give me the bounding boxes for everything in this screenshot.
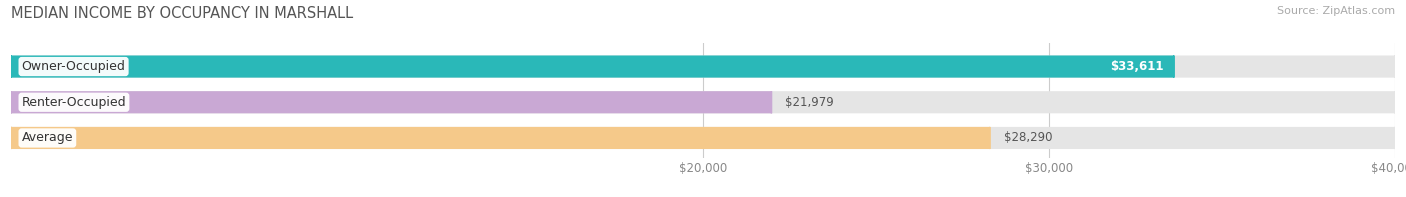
FancyBboxPatch shape: [11, 127, 990, 149]
FancyBboxPatch shape: [11, 56, 1174, 78]
Text: Renter-Occupied: Renter-Occupied: [21, 96, 127, 109]
Text: Average: Average: [21, 131, 73, 144]
Text: Owner-Occupied: Owner-Occupied: [21, 60, 125, 73]
FancyBboxPatch shape: [11, 56, 1395, 78]
FancyBboxPatch shape: [11, 91, 1395, 113]
Text: $33,611: $33,611: [1109, 60, 1163, 73]
Text: MEDIAN INCOME BY OCCUPANCY IN MARSHALL: MEDIAN INCOME BY OCCUPANCY IN MARSHALL: [11, 6, 353, 21]
FancyBboxPatch shape: [11, 127, 1395, 149]
Text: $28,290: $28,290: [1004, 131, 1052, 144]
FancyBboxPatch shape: [11, 91, 772, 113]
Text: $21,979: $21,979: [786, 96, 834, 109]
Text: Source: ZipAtlas.com: Source: ZipAtlas.com: [1277, 6, 1395, 16]
